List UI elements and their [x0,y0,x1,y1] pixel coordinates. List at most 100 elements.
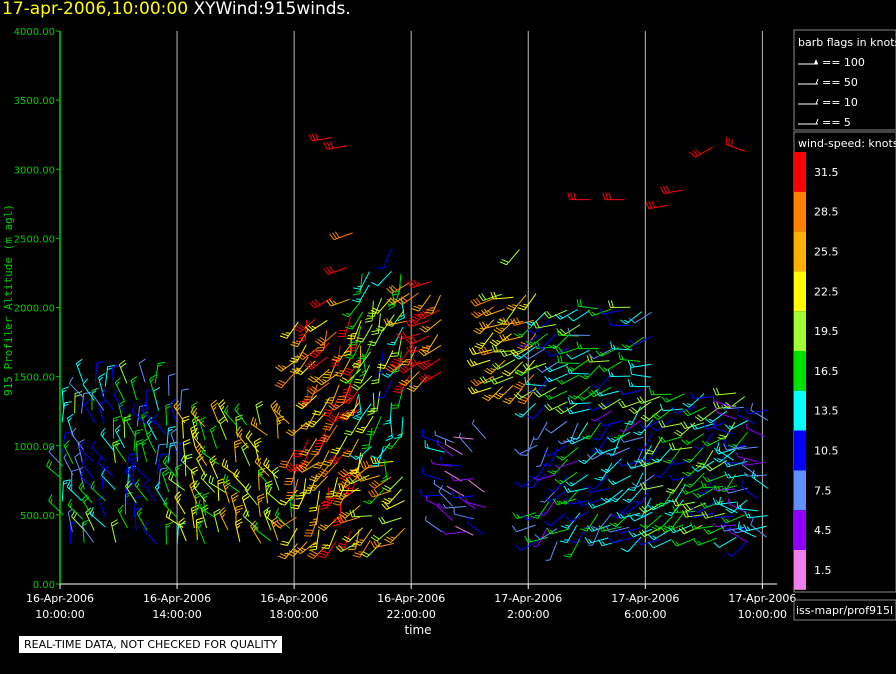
barb-flag [235,510,241,514]
barb-flag [744,510,749,519]
source-label: iss-mapr/prof915l [796,604,893,617]
barb-flag [670,458,676,465]
barb-flag [579,528,588,532]
barb-flag [576,395,583,401]
wind-barb [678,524,703,535]
barb-flag [255,400,263,406]
barb-staff [118,404,125,424]
wind-barb [210,399,220,424]
barb-flag [185,453,193,457]
barb-flag [715,387,720,395]
barb-flag [314,463,322,467]
barb-flag [648,387,652,395]
wind-barb [325,477,338,498]
barb-flag [615,526,621,534]
barb-flag [63,482,68,485]
barb-staff [485,308,505,317]
speed-legend-title: wind-speed: knots [798,137,896,150]
wind-barb [366,416,382,436]
wind-barb [451,476,474,482]
barb-staff [418,294,431,312]
barb-flag [468,347,474,355]
wind-barb [411,294,431,312]
barb-flag [170,428,178,434]
barb-flag [506,306,514,311]
wind-barb [559,524,578,544]
barb-staff [218,404,229,423]
barb-flag [135,495,143,499]
wind-barb [717,421,736,440]
barb-staff [362,415,374,434]
barb-flag [516,514,520,519]
barb-staff [125,418,136,437]
barb-staff [569,372,590,375]
barb-flag [135,431,140,435]
barb-flag [356,290,361,293]
barb-flag [548,395,553,399]
barb-flag [644,524,649,527]
barb-flag [556,378,562,385]
barb-flag [717,449,722,454]
barb-flag [91,387,98,395]
barb-flag [343,353,352,357]
barb-flag [333,517,341,521]
barb-flag [333,374,342,377]
barb-staff [101,469,104,490]
wind-barb [368,476,392,489]
barb-flag [201,445,206,453]
x-tick-date: 17-Apr-2006 [494,592,562,605]
wind-barb [125,480,137,504]
wind-barb [398,371,420,387]
wind-barb [735,445,758,450]
barb-flag [163,471,170,477]
barb-flag [301,547,306,551]
barb-flag [567,487,571,493]
barb-staff [157,469,161,490]
barb-flag [325,498,333,502]
y-tick-label: 500.00 [20,511,55,522]
barb-staff [425,520,443,533]
barb-flag [341,454,350,458]
barb-flag [466,359,472,367]
barb-staff [729,531,748,543]
barb-staff [550,420,568,434]
wind-barb [598,524,622,532]
barb-flag [545,350,552,357]
barb-flag [324,524,329,527]
barb-staff [716,405,737,410]
barb-flag [370,489,376,497]
barb-flag [288,550,296,555]
barb-flag [337,546,345,548]
barb-flag [385,437,393,442]
barb-flag [312,518,318,521]
barb-flag [410,280,415,288]
barb-flag [81,456,87,463]
barb-staff [468,479,485,493]
barb-flag [636,397,642,404]
barb-flag [513,333,521,338]
barb-flag [305,364,312,370]
barb-flag [668,526,674,534]
barb-staff [554,476,568,493]
wind-barb [567,192,590,201]
barb-flag [477,379,482,384]
barb-flag [398,381,406,387]
barb-flag [681,439,688,445]
wind-barb [648,387,672,396]
wind-barb [533,474,556,481]
barb-staff [602,420,623,427]
wind-barb [320,487,329,510]
wind-barb [405,335,430,345]
wind-barb [727,498,747,514]
barb-staff [71,516,86,532]
barb-flag [413,385,418,388]
barb-flag [384,445,392,450]
wind-barb [110,519,119,543]
barb-flag [566,353,572,360]
barb-staff [125,454,130,475]
barb-staff [574,386,591,400]
wind-barb [235,504,243,528]
barb-flag [116,428,120,434]
barb-flag [244,511,250,519]
barb-flag [299,465,306,472]
